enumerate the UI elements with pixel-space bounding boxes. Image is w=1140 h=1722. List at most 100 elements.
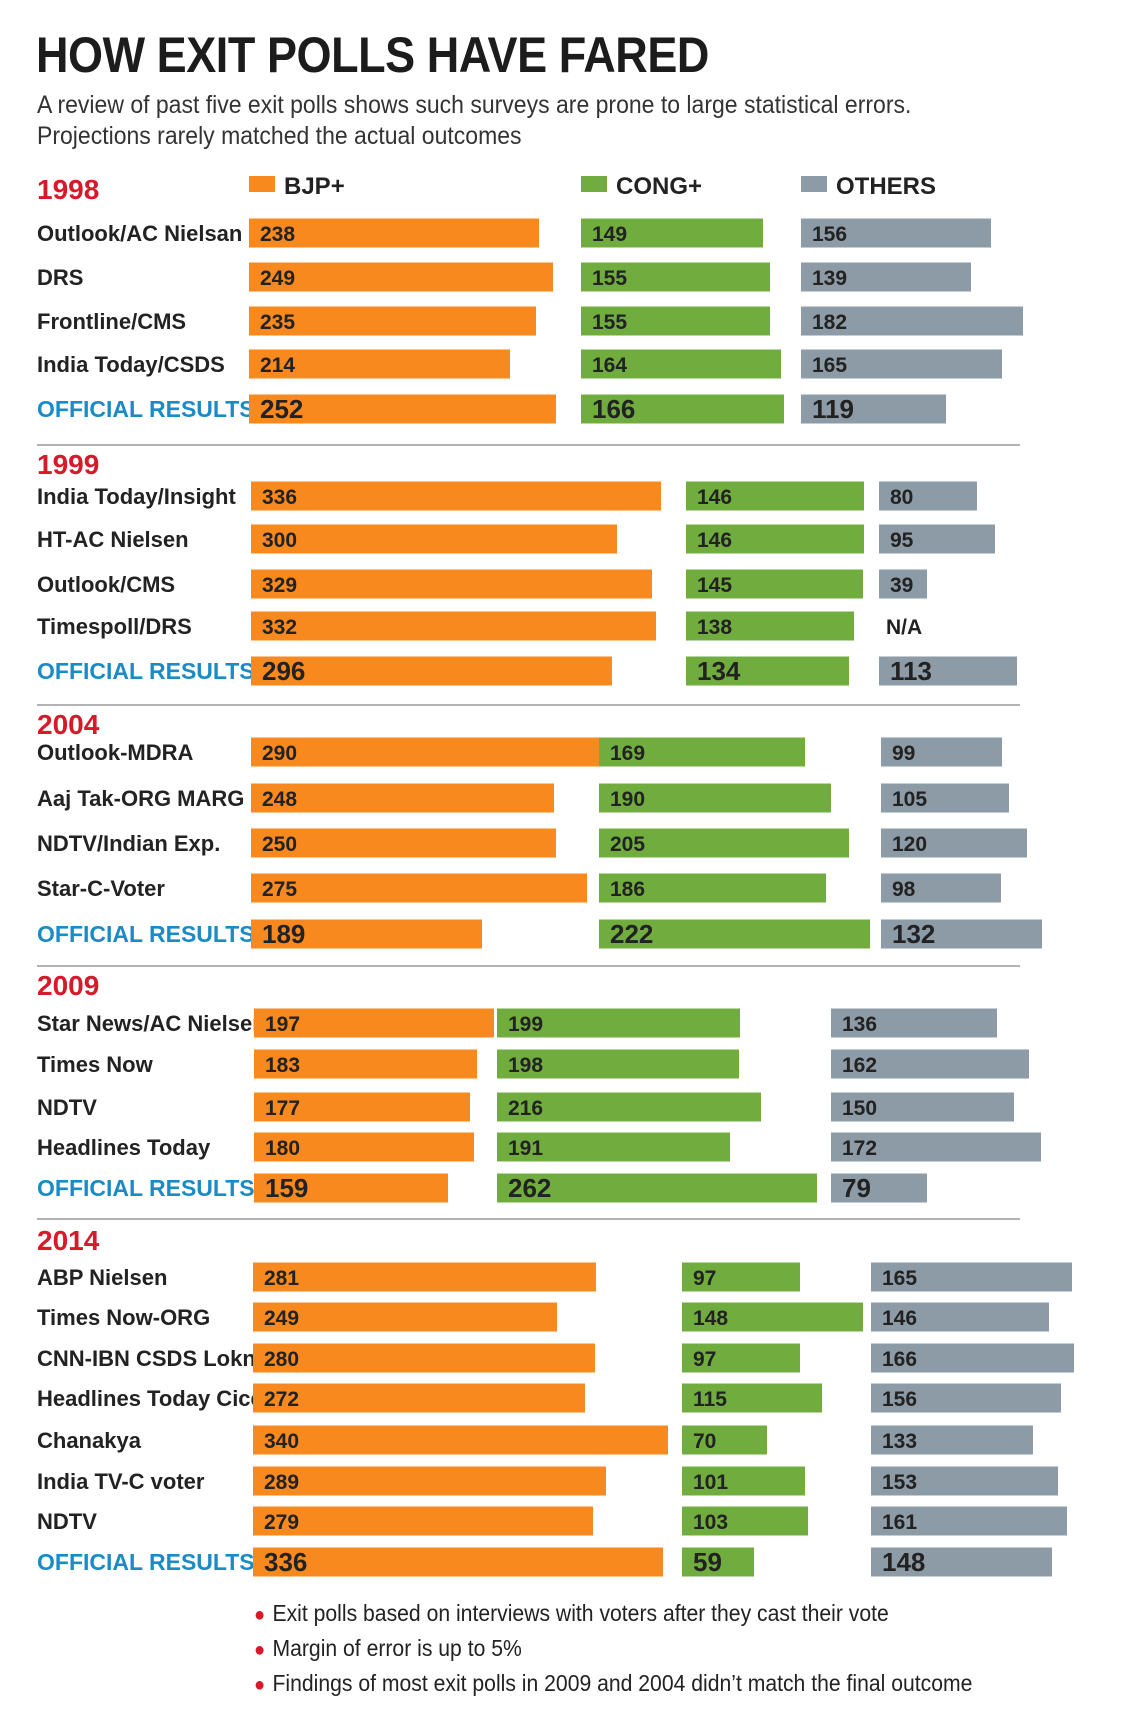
value-label-cong: 199	[508, 1013, 543, 1036]
value-label-others: 79	[842, 1173, 871, 1203]
bar-others	[879, 524, 995, 554]
value-label-cong: 169	[610, 742, 645, 765]
pollster-label: HT-AC Nielsen	[37, 527, 189, 552]
value-label-others: 39	[890, 574, 913, 597]
bar-others	[871, 1466, 1058, 1496]
official-results-label: OFFICIAL RESULTS	[37, 921, 255, 947]
pollster-label: India Today/CSDS	[37, 352, 225, 377]
bar-bjp	[251, 524, 617, 554]
bar-bjp	[251, 828, 556, 858]
value-label-cong: 191	[508, 1137, 543, 1160]
footnote: ● Margin of error is up to 5%	[254, 1632, 972, 1667]
value-label-others: 166	[882, 1348, 917, 1371]
value-label-bjp: 275	[262, 878, 297, 901]
bar-others	[801, 262, 971, 292]
value-label-cong: 103	[693, 1511, 728, 1534]
pollster-label: CNN-IBN CSDS Lokniti	[37, 1346, 275, 1371]
value-label-bjp: 290	[262, 742, 297, 765]
bar-others	[881, 919, 1042, 949]
bar-cong	[682, 1425, 767, 1455]
value-label-others: 153	[882, 1471, 917, 1494]
value-label-cong: 216	[508, 1097, 543, 1120]
value-label-others: 99	[892, 742, 915, 765]
value-label-bjp: 332	[262, 616, 297, 639]
bar-cong	[686, 524, 864, 554]
bar-others	[881, 873, 1001, 903]
bar-cong	[497, 1132, 730, 1162]
value-label-cong: 186	[610, 878, 645, 901]
bar-bjp	[251, 873, 587, 903]
value-label-cong: 134	[697, 656, 741, 686]
value-label-bjp: 238	[260, 223, 295, 246]
value-label-bjp: 279	[264, 1511, 299, 1534]
bar-others	[881, 828, 1027, 858]
bar-others	[801, 218, 991, 248]
bar-others	[879, 481, 977, 511]
value-label-bjp: 249	[264, 1307, 299, 1330]
value-label-others: 136	[842, 1013, 877, 1036]
bar-cong	[682, 1466, 805, 1496]
value-label-bjp: 180	[265, 1137, 300, 1160]
bar-cong	[497, 1173, 817, 1203]
official-results-label: OFFICIAL RESULTS	[37, 1175, 255, 1201]
legend-label-bjp: BJP+	[284, 173, 345, 200]
bar-bjp	[253, 1262, 596, 1292]
official-results-label: OFFICIAL RESULTS	[37, 1549, 255, 1575]
bar-others	[871, 1262, 1072, 1292]
value-label-others: 132	[892, 919, 935, 949]
bar-cong	[682, 1262, 800, 1292]
bar-bjp	[253, 1547, 663, 1577]
value-label-others: 146	[882, 1307, 917, 1330]
year-label: 2004	[37, 709, 100, 740]
value-label-bjp: 250	[262, 833, 297, 856]
bar-bjp	[253, 1466, 606, 1496]
bar-others	[801, 394, 946, 424]
pollster-label: Chanakya	[37, 1428, 142, 1453]
bar-cong	[686, 611, 854, 641]
footnote-text: Findings of most exit polls in 2009 and …	[272, 1670, 973, 1696]
bar-bjp	[251, 569, 652, 599]
year-label: 1999	[37, 449, 99, 480]
bar-cong	[686, 569, 863, 599]
chart-title: HOW EXIT POLLS HAVE FARED	[36, 27, 709, 83]
value-label-bjp: 272	[264, 1388, 299, 1411]
pollster-label: DRS	[37, 265, 83, 290]
bar-others	[881, 783, 1009, 813]
value-label-bjp: 329	[262, 574, 297, 597]
pollster-label: Outlook/CMS	[37, 572, 175, 597]
value-label-cong: 146	[697, 486, 732, 509]
bar-cong	[599, 873, 826, 903]
value-label-bjp: 281	[264, 1267, 299, 1290]
value-label-others: 165	[882, 1267, 917, 1290]
pollster-label: Outlook/AC Nielsan	[37, 221, 242, 246]
bar-cong	[581, 394, 784, 424]
bullet-icon: ●	[254, 1604, 266, 1626]
bar-others	[801, 349, 1002, 379]
bar-others	[831, 1092, 1014, 1122]
value-label-cong: 59	[693, 1547, 722, 1577]
pollster-label: ABP Nielsen	[37, 1265, 167, 1290]
value-label-cong: 70	[693, 1430, 716, 1453]
value-label-others: 156	[882, 1388, 917, 1411]
legend-swatch-cong	[581, 176, 607, 192]
value-label-others: 133	[882, 1430, 917, 1453]
value-label-others: N/A	[886, 616, 922, 639]
bar-bjp	[253, 1506, 593, 1536]
pollster-label: India TV-C voter	[37, 1469, 205, 1494]
bar-others	[879, 656, 1017, 686]
bar-bjp	[251, 656, 612, 686]
year-label: 2009	[37, 970, 99, 1001]
bar-bjp	[254, 1173, 448, 1203]
bar-bjp	[249, 262, 553, 292]
value-label-cong: 145	[697, 574, 732, 597]
footnotes: ● Exit polls based on interviews with vot…	[254, 1597, 1035, 1702]
bar-bjp	[253, 1343, 595, 1373]
value-label-others: 95	[890, 529, 914, 552]
value-label-bjp: 296	[262, 656, 305, 686]
bar-others	[871, 1425, 1033, 1455]
value-label-cong: 222	[610, 919, 653, 949]
official-results-label: OFFICIAL RESULTS	[37, 658, 255, 684]
value-label-others: 161	[882, 1511, 917, 1534]
pollster-label: NDTV	[37, 1095, 97, 1120]
